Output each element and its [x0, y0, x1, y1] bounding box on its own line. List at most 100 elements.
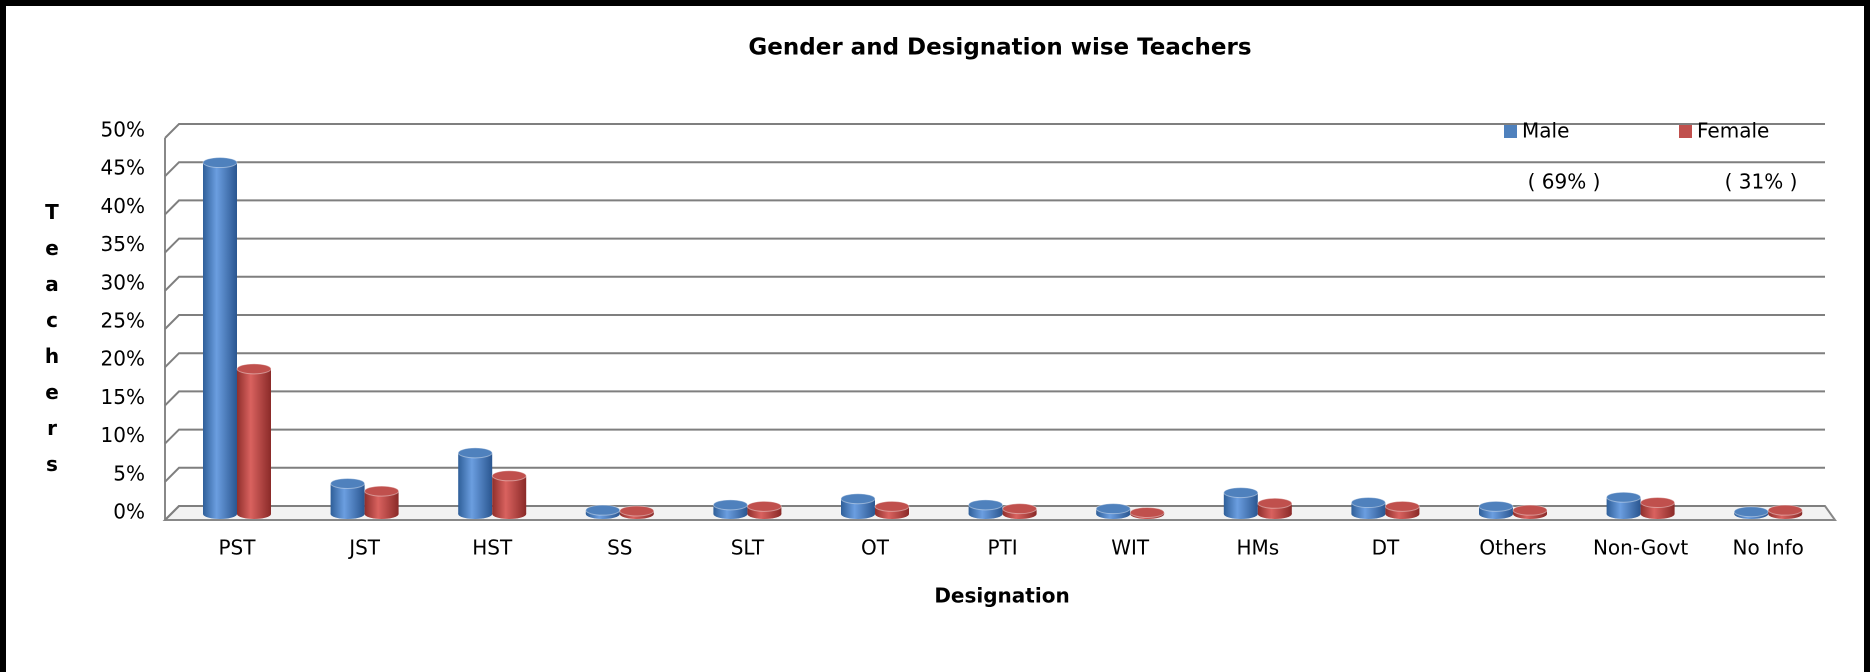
bar-base [1385, 509, 1420, 519]
bar-cap [1223, 487, 1259, 499]
bar-cap [585, 504, 621, 516]
y-tick-label: 25% [101, 309, 145, 333]
bar [1640, 502, 1675, 514]
bar-cap [1640, 497, 1676, 509]
bar-cap [491, 470, 527, 482]
bar-cap [1478, 500, 1514, 512]
bar-base [713, 509, 748, 519]
grid-line [164, 199, 1825, 216]
bar-cap [1767, 504, 1803, 516]
y-tick-label: 45% [101, 156, 145, 180]
bar [330, 483, 365, 514]
annotation: ( 69% ) [1528, 170, 1601, 194]
bar-cap [364, 485, 400, 497]
bar-base [968, 509, 1003, 519]
y-tick-label: 35% [101, 232, 145, 256]
grid-line [164, 314, 1825, 330]
bar-base [1640, 509, 1675, 519]
bar [1351, 502, 1386, 514]
bar-cap [746, 500, 782, 512]
bar-cap [712, 499, 748, 511]
bar-base [492, 509, 527, 519]
bar-base [841, 509, 875, 519]
bar-base [458, 509, 493, 519]
bar-cap [874, 500, 910, 512]
y-tick-label: 20% [101, 347, 145, 371]
x-tick-label: WIT [1111, 536, 1150, 560]
legend-swatch [1504, 125, 1517, 138]
bar-cap [202, 157, 238, 169]
legend-label: Female [1697, 119, 1769, 143]
grid-line [164, 390, 1825, 407]
bar [492, 475, 527, 514]
bar-base [237, 509, 271, 519]
x-tick-label: Others [1479, 536, 1546, 560]
bar-cap [1606, 491, 1642, 503]
x-tick-label: HST [472, 536, 513, 560]
grid-line [164, 428, 1825, 445]
bar-base [1606, 509, 1641, 519]
bar-base [203, 509, 237, 519]
bar-cap [1129, 506, 1165, 518]
grid-line [164, 275, 1825, 292]
bar-base [1351, 509, 1386, 519]
bar-cap [1350, 497, 1386, 509]
grid-line [164, 123, 1825, 139]
x-tick-label: JST [347, 536, 381, 560]
x-tick-label: SS [607, 536, 632, 560]
bar-cap [1002, 503, 1038, 515]
bar [1223, 492, 1258, 514]
bar-base [747, 509, 782, 519]
y-axis-label: Teachers [40, 200, 64, 488]
bar-base [1257, 509, 1292, 519]
x-tick-label: No Info [1732, 536, 1803, 560]
x-tick-label: PTI [988, 536, 1018, 560]
legend-swatch [1679, 125, 1692, 138]
bar-cap [457, 447, 493, 459]
bar-cap [1095, 503, 1131, 515]
legend-label: Male [1522, 119, 1569, 143]
bar [237, 368, 271, 514]
bar-cap [1384, 500, 1420, 512]
chart-title: Gender and Designation wise Teachers [748, 35, 1251, 61]
y-tick-label: 40% [101, 194, 145, 218]
bar-base [330, 509, 365, 519]
bar-base [364, 509, 399, 519]
y-tick-label: 0% [113, 500, 145, 524]
bar-base [875, 509, 909, 519]
bar-cap [1257, 497, 1293, 509]
x-tick-label: Non-Govt [1593, 536, 1688, 560]
grid-line [164, 352, 1825, 368]
grid-line [164, 161, 1825, 177]
grid-line [164, 237, 1825, 254]
bar-cap [619, 505, 655, 517]
bar-cap [840, 493, 876, 505]
x-tick-label: DT [1372, 536, 1400, 560]
x-tick-label: HMs [1236, 536, 1279, 560]
bar-cap [968, 499, 1004, 511]
bar [364, 491, 399, 514]
x-axis-label: Designation [934, 584, 1069, 608]
annotation: ( 31% ) [1725, 170, 1798, 194]
bar-cap [330, 477, 366, 489]
bar [1257, 503, 1292, 514]
bar-cap [1733, 506, 1769, 518]
y-tick-label: 10% [101, 423, 145, 447]
bar-base [1479, 509, 1513, 519]
grid-line [164, 466, 1825, 483]
y-tick-label: 5% [113, 461, 145, 485]
x-tick-label: OT [861, 536, 890, 560]
bar [458, 452, 493, 514]
y-tick-label: 30% [101, 270, 145, 294]
bar-base [1223, 509, 1258, 519]
y-tick-label: 50% [101, 118, 145, 142]
bar-cap [1512, 504, 1548, 516]
bar-cap [236, 363, 272, 375]
x-tick-label: SLT [731, 536, 765, 560]
bar [203, 162, 237, 514]
x-tick-label: PST [219, 536, 257, 560]
y-tick-label: 15% [101, 385, 145, 409]
